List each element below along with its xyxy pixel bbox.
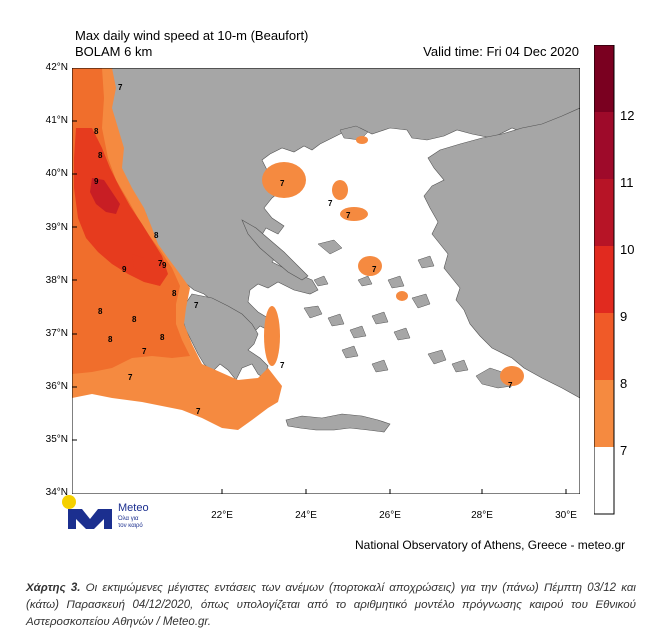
colorbar-swatch: [594, 179, 614, 246]
logo-tagline-2: τον καιρό: [118, 523, 143, 529]
credit-text: National Observatory of Athens, Greece -…: [355, 538, 626, 552]
title-line-1: Max daily wind speed at 10-m (Beaufort): [75, 28, 309, 43]
map-label: 8: [154, 231, 159, 240]
lat-label: 39°N: [45, 222, 68, 233]
colorbar-swatch: [594, 112, 614, 179]
map-label: 8: [132, 315, 137, 324]
map-label: 8: [172, 289, 177, 298]
wind-aegean-patches: [262, 136, 524, 386]
colorbar: [594, 45, 615, 515]
caption-text: Οι εκτιμώμενες μέγιστες εντάσεις των ανέ…: [26, 582, 636, 628]
colorbar-label: 7: [620, 443, 628, 458]
map-label: 8: [94, 127, 99, 136]
map-label: 7: [346, 211, 351, 220]
map-ticks: [72, 68, 567, 494]
lon-label: 24°E: [295, 510, 317, 521]
caption-label: Χάρτης 3.: [26, 582, 81, 594]
figure-caption: Χάρτης 3. Οι εκτιμώμενες μέγιστες εντάσε…: [26, 580, 636, 631]
colorbar-label: 8: [620, 376, 628, 391]
wind-zone-9: [74, 128, 168, 286]
map-label: 8: [160, 333, 165, 342]
colorbar-label: 10: [620, 242, 635, 257]
wind-zone-9b: [132, 254, 152, 274]
map-label: 8: [108, 335, 113, 344]
colorbar-frame: [594, 45, 615, 515]
map-label: 7: [158, 259, 163, 268]
lon-label: 26°E: [379, 510, 401, 521]
lon-label: 30°E: [555, 510, 577, 521]
lat-label: 42°N: [45, 62, 68, 73]
lat-label: 38°N: [45, 275, 68, 286]
lat-label: 37°N: [45, 328, 68, 339]
lat-label: 35°N: [45, 434, 68, 445]
land-euboea: [241, 219, 309, 281]
lat-label: 40°N: [45, 168, 68, 179]
map-label: 7: [328, 199, 333, 208]
map-label: 8: [98, 151, 103, 160]
map-label: 8: [98, 307, 103, 316]
lon-label: 22°E: [211, 510, 233, 521]
meteo-logo-icon: [62, 495, 112, 529]
colorbar-swatch: [594, 380, 614, 447]
wind-zone-10: [90, 178, 120, 214]
colorbar-label: 11: [620, 175, 634, 190]
map-label: 7: [194, 301, 199, 310]
map-label: 9: [162, 261, 167, 270]
map-label: 7: [372, 265, 377, 274]
map-label: 7: [118, 83, 123, 92]
map-label: 7: [280, 361, 285, 370]
wind-map: 7 8 8 9 9 8 8 7 9 7 7 8 8 8 8 7 7 7 7 7 …: [72, 68, 580, 494]
colorbar-label: 12: [620, 108, 635, 123]
map-label: 7: [128, 373, 133, 382]
lat-label: 41°N: [45, 115, 68, 126]
land-crete: [285, 413, 391, 433]
logo-tagline-1: Όλα για: [118, 516, 139, 522]
map-label: 7: [142, 347, 147, 356]
lat-label: 34°N: [45, 487, 68, 498]
logo-tagline: Όλα για τον καιρό: [118, 516, 143, 530]
colorbar-swatch: [594, 45, 614, 112]
colorbar-swatch: [594, 313, 614, 380]
colorbar-label: 9: [620, 309, 628, 324]
map-title: Max daily wind speed at 10-m (Beaufort) …: [75, 28, 308, 60]
colorbar-swatch: [594, 246, 614, 313]
map-label: 7: [280, 179, 285, 188]
map-label: 7: [508, 381, 513, 390]
land-peloponnese: [181, 293, 269, 381]
map-label: 7: [196, 407, 201, 416]
title-line-2: BOLAM 6 km: [75, 44, 153, 59]
colorbar-swatch: [594, 447, 614, 514]
lat-label: 36°N: [45, 381, 68, 392]
map-label: 9: [94, 177, 99, 186]
land-turkey: [423, 107, 580, 399]
map-contour-labels: 7 8 8 9 9 8 8 7 9 7 7 8 8 8 8 7 7 7 7 7 …: [94, 83, 513, 416]
map-label: 9: [122, 265, 127, 274]
logo-name: Meteo: [118, 502, 149, 514]
valid-time: Valid time: Fri 04 Dec 2020: [423, 44, 579, 59]
lon-label: 28°E: [471, 510, 493, 521]
